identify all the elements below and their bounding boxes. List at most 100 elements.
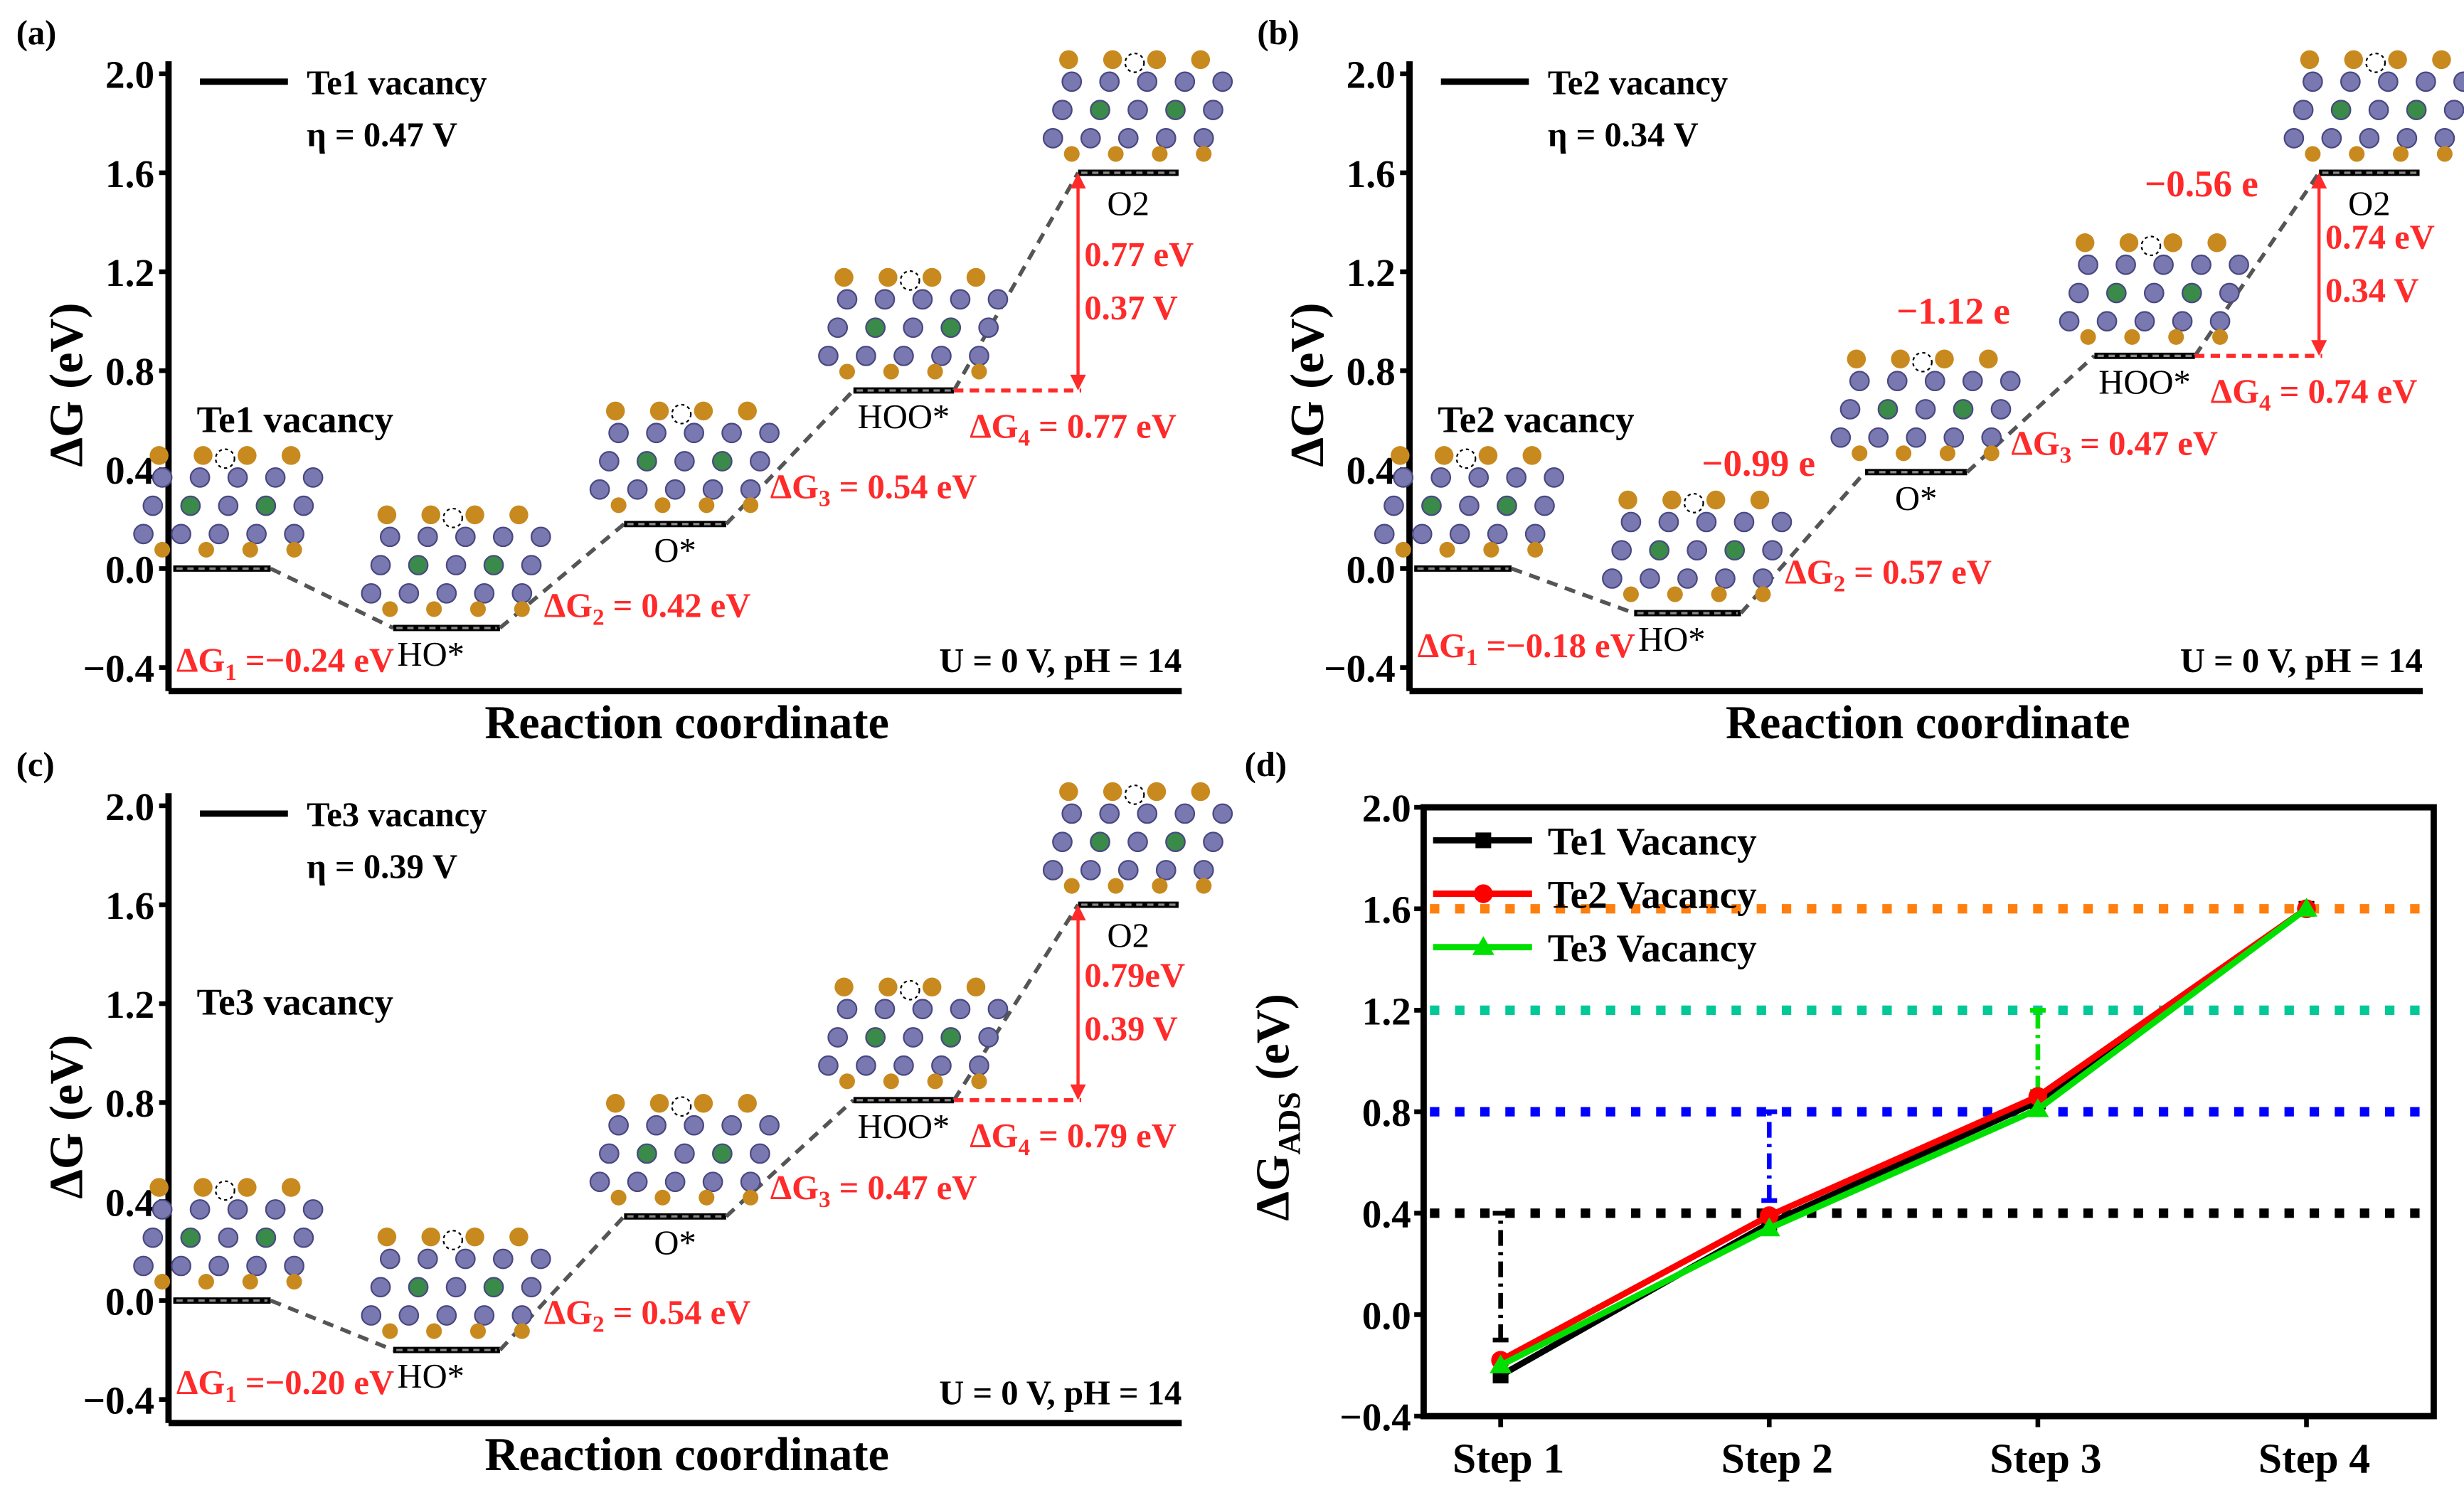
atom bbox=[152, 467, 173, 488]
delta-g-prefix: ΔG bbox=[2011, 424, 2059, 462]
y-tick-label: 1.6 bbox=[105, 884, 154, 927]
atom bbox=[293, 495, 314, 516]
atom bbox=[2191, 254, 2211, 275]
x-axis-label: Reaction coordinate bbox=[1726, 697, 2130, 749]
atom bbox=[1483, 541, 1499, 558]
atom bbox=[743, 497, 759, 514]
triangle-marker bbox=[2295, 898, 2317, 917]
x-axis-label: Reaction coordinate bbox=[484, 697, 889, 749]
atom bbox=[2229, 254, 2249, 275]
atom bbox=[408, 1277, 429, 1298]
atom bbox=[966, 267, 986, 287]
atom bbox=[1155, 127, 1177, 149]
y-tick-label: 0.4 bbox=[105, 1181, 154, 1224]
atom bbox=[702, 479, 723, 500]
atom bbox=[361, 583, 382, 604]
atom bbox=[1063, 146, 1080, 162]
atom bbox=[1943, 427, 1965, 448]
atom bbox=[1640, 568, 1660, 589]
delta-g-prefix: ΔG bbox=[544, 586, 593, 624]
delta-g-subscript: 3 bbox=[819, 485, 831, 511]
atom bbox=[1771, 511, 1793, 533]
delta-g-prefix: ΔG bbox=[176, 642, 225, 680]
delta-g-subscript: 1 bbox=[225, 659, 237, 686]
atom bbox=[492, 526, 514, 548]
crystal-structure-image bbox=[1042, 782, 1233, 894]
atom bbox=[2283, 127, 2305, 149]
atom bbox=[2293, 100, 2314, 120]
panel-label: (a) bbox=[16, 14, 57, 52]
atom bbox=[417, 526, 438, 548]
atom bbox=[903, 1027, 924, 1048]
atom bbox=[1662, 490, 1682, 510]
delta-g-prefix: ΔG bbox=[2211, 373, 2259, 411]
atom bbox=[978, 317, 999, 339]
state-label: HOO* bbox=[2098, 363, 2191, 401]
atom bbox=[2392, 146, 2409, 162]
atom bbox=[1755, 586, 1771, 602]
atom bbox=[1080, 127, 1101, 149]
atom bbox=[521, 1277, 542, 1298]
atom bbox=[238, 446, 257, 465]
atom bbox=[1983, 445, 2000, 462]
atom bbox=[208, 523, 229, 545]
delta-g-value: = 0.47 eV bbox=[831, 1169, 977, 1207]
delta-g-prefix: ΔG bbox=[544, 1294, 593, 1332]
legend-label: Te3 Vacancy bbox=[1548, 927, 1757, 970]
atom bbox=[1962, 371, 1983, 392]
delta-g-label: ΔG1 =−0.18 eV bbox=[1418, 627, 1635, 671]
atom bbox=[2432, 50, 2451, 70]
vacancy-marker bbox=[442, 1230, 463, 1250]
atom bbox=[1667, 586, 1683, 602]
atom bbox=[469, 1323, 487, 1339]
atom bbox=[1384, 495, 1404, 516]
atom bbox=[1953, 399, 1974, 420]
atom bbox=[1212, 71, 1233, 92]
atom bbox=[1374, 523, 1395, 545]
atom bbox=[740, 479, 761, 500]
delta-g-label: ΔG3 = 0.47 eV bbox=[2011, 424, 2218, 468]
atom bbox=[589, 1171, 610, 1193]
atom bbox=[2340, 71, 2361, 92]
connector-line bbox=[270, 566, 394, 630]
atom bbox=[246, 523, 267, 545]
atom bbox=[1847, 349, 1866, 369]
atom bbox=[610, 497, 627, 514]
atom bbox=[940, 1027, 962, 1048]
delta-g-label: ΔG3 = 0.47 eV bbox=[770, 1169, 977, 1213]
x-tick-label: Step 1 bbox=[1453, 1435, 1564, 1482]
crystal-structure-image bbox=[589, 401, 780, 514]
atom bbox=[1990, 399, 2012, 420]
atom bbox=[893, 346, 914, 366]
atom bbox=[521, 555, 542, 575]
atom bbox=[1155, 860, 1177, 881]
atom bbox=[2096, 311, 2118, 332]
atom bbox=[417, 1248, 438, 1270]
atom bbox=[627, 479, 648, 500]
atom bbox=[674, 451, 695, 472]
atom bbox=[1687, 540, 1708, 561]
atom bbox=[2396, 127, 2418, 149]
atom bbox=[1487, 523, 1508, 545]
atom bbox=[950, 999, 971, 1020]
atom bbox=[837, 289, 858, 310]
square-marker bbox=[1475, 832, 1492, 849]
atom bbox=[227, 1199, 248, 1220]
crystal-structure-image bbox=[361, 505, 551, 617]
atom bbox=[927, 1073, 943, 1090]
atom bbox=[1750, 490, 1770, 510]
atom bbox=[649, 1094, 669, 1113]
state-label: HO* bbox=[398, 635, 464, 674]
state-label: O* bbox=[654, 531, 696, 570]
atom bbox=[426, 601, 442, 617]
atom bbox=[1196, 878, 1212, 894]
atom bbox=[483, 1277, 504, 1298]
delta-g-value: = 0.42 eV bbox=[605, 586, 751, 624]
delta-g-prefix: ΔG bbox=[970, 407, 1018, 445]
atom bbox=[492, 1248, 514, 1270]
circle-marker bbox=[1760, 1206, 1779, 1225]
atom bbox=[370, 555, 391, 575]
delta-g-subscript: 2 bbox=[593, 1312, 605, 1338]
y-axis-label: ΔG (eV) bbox=[41, 303, 92, 467]
delta-g-subscript: 2 bbox=[1834, 570, 1846, 597]
